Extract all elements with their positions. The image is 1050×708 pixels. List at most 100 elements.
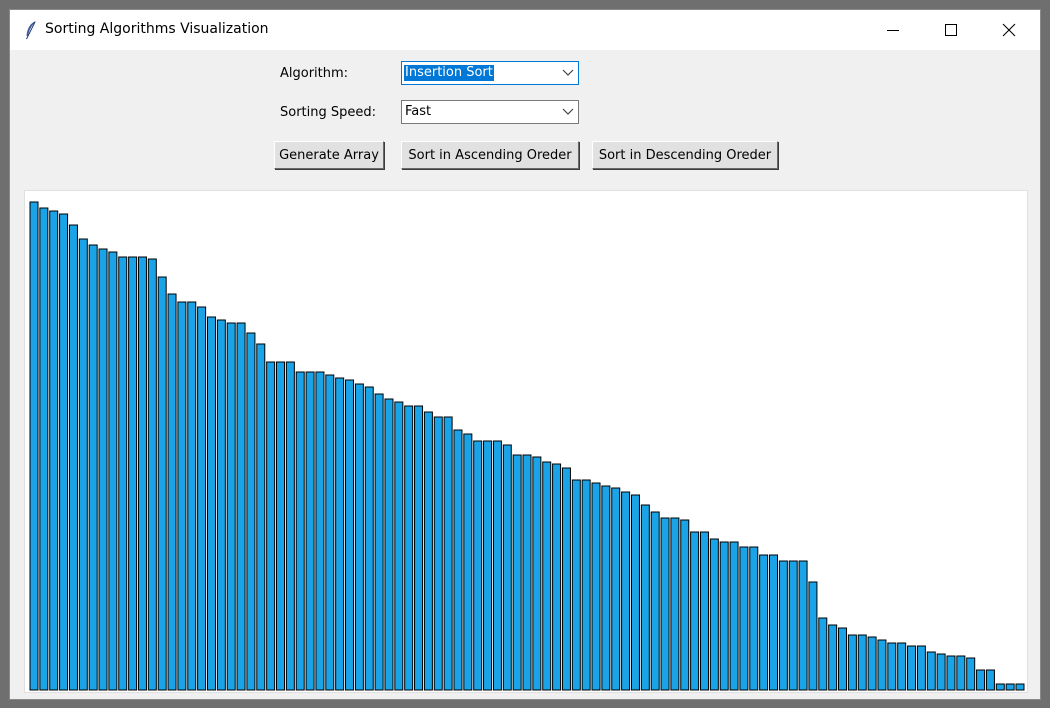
speed-select[interactable]: Fast <box>401 100 579 124</box>
array-bar <box>78 238 88 691</box>
array-bar <box>285 361 295 691</box>
array-bar <box>828 624 838 691</box>
array-bar <box>660 517 670 691</box>
array-bar <box>552 463 562 691</box>
algorithm-select[interactable]: Insertion Sort <box>401 61 579 85</box>
array-bar <box>897 642 907 691</box>
array-bar <box>206 316 216 691</box>
array-bar <box>729 541 739 691</box>
window-title: Sorting Algorithms Visualization <box>45 21 269 37</box>
array-bar <box>907 645 917 691</box>
sort-ascending-button[interactable]: Sort in Ascending Oreder <box>401 141 579 169</box>
array-bar <box>640 504 650 691</box>
array-bar <box>956 655 966 691</box>
array-bar <box>443 416 453 691</box>
array-bar <box>216 319 226 691</box>
array-bar <box>630 494 640 691</box>
array-bar <box>769 554 778 691</box>
array-bar <box>670 517 680 691</box>
array-bar <box>601 485 611 691</box>
array-bars <box>29 201 1025 691</box>
array-bar <box>492 440 502 691</box>
array-bar <box>453 429 463 691</box>
array-bar <box>305 371 315 691</box>
array-bar <box>926 651 936 691</box>
array-bar <box>542 461 552 691</box>
array-bar <box>404 405 414 691</box>
array-bar <box>128 256 138 691</box>
app-window: Sorting Algorithms Visualization Algorit… <box>9 9 1041 700</box>
array-bar <box>621 491 631 691</box>
array-bar <box>197 306 207 691</box>
close-icon <box>1002 23 1016 37</box>
speed-select-value: Fast <box>405 104 432 119</box>
array-bar <box>59 213 69 691</box>
array-bar <box>88 244 98 691</box>
array-bar <box>384 398 394 691</box>
array-bar <box>49 210 59 691</box>
array-bar <box>226 322 236 691</box>
array-bar <box>414 405 424 691</box>
array-bar <box>157 276 167 691</box>
array-bar <box>808 581 818 691</box>
close-button[interactable] <box>980 10 1038 50</box>
array-bar <box>39 207 49 691</box>
chevron-down-icon[interactable] <box>562 69 574 77</box>
array-bar <box>532 456 542 691</box>
array-bar <box>690 531 700 691</box>
array-bar <box>867 636 877 691</box>
array-bar <box>108 251 118 691</box>
array-bar <box>295 371 305 691</box>
array-bar <box>985 669 995 691</box>
array-bar <box>699 531 709 691</box>
visualization-canvas <box>24 190 1028 693</box>
title-bar: Sorting Algorithms Visualization <box>10 10 1040 50</box>
array-bar <box>177 301 187 691</box>
array-bar <box>463 433 473 691</box>
maximize-button[interactable] <box>922 10 980 50</box>
array-bar <box>187 301 197 691</box>
array-bar <box>611 487 621 691</box>
array-bar <box>995 683 1005 691</box>
array-bar <box>709 538 719 691</box>
array-bar <box>512 454 522 691</box>
array-bar <box>345 379 355 691</box>
array-bar <box>778 560 788 691</box>
array-bar <box>325 374 335 691</box>
array-bar <box>788 560 798 691</box>
array-bar <box>946 655 956 691</box>
array-bar <box>857 634 867 691</box>
array-bar <box>561 467 571 691</box>
algorithm-select-value: Insertion Sort <box>404 65 494 81</box>
array-bar <box>887 642 897 691</box>
array-bar <box>976 669 986 691</box>
array-bar <box>483 440 493 691</box>
array-bar <box>818 617 828 691</box>
array-bar <box>798 560 808 691</box>
array-bar <box>650 511 660 691</box>
array-bar <box>749 546 759 691</box>
array-bar <box>1005 683 1015 691</box>
sort-descending-button[interactable]: Sort in Descending Oreder <box>592 141 778 169</box>
speed-label: Sorting Speed: <box>280 105 377 120</box>
array-bar <box>394 401 404 691</box>
array-bar <box>167 293 177 691</box>
array-bar <box>137 256 147 691</box>
minimize-button[interactable] <box>864 10 922 50</box>
array-bar <box>364 386 374 691</box>
generate-array-button[interactable]: Generate Array <box>274 141 384 169</box>
array-bar <box>68 224 78 691</box>
array-bar <box>759 554 769 691</box>
array-bar <box>1015 683 1025 691</box>
array-bar <box>680 519 690 691</box>
array-bar <box>276 361 285 691</box>
array-bar <box>236 322 246 691</box>
array-bar <box>591 482 601 691</box>
array-bar <box>739 546 749 691</box>
array-bar <box>433 416 443 691</box>
array-bar <box>473 440 483 691</box>
algorithm-label: Algorithm: <box>280 66 349 81</box>
array-bar <box>147 258 157 691</box>
minimize-icon <box>887 30 899 31</box>
chevron-down-icon[interactable] <box>562 108 574 116</box>
